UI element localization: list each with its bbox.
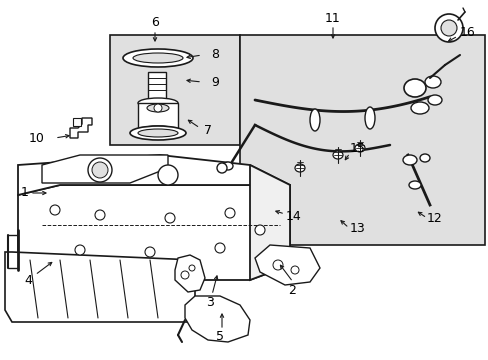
Text: 7: 7 (203, 123, 212, 136)
Ellipse shape (436, 19, 460, 37)
Ellipse shape (332, 151, 342, 159)
Bar (73, 118, 81, 126)
Polygon shape (70, 118, 92, 138)
Text: 12: 12 (426, 211, 442, 225)
Ellipse shape (364, 107, 374, 129)
Circle shape (158, 165, 178, 185)
Ellipse shape (133, 53, 183, 63)
Ellipse shape (403, 79, 425, 97)
Circle shape (95, 210, 105, 220)
Bar (148, 72, 165, 100)
Ellipse shape (410, 102, 428, 114)
Ellipse shape (402, 155, 416, 165)
Text: 13: 13 (349, 221, 365, 234)
Circle shape (50, 205, 60, 215)
Text: 3: 3 (205, 296, 214, 309)
Polygon shape (254, 245, 319, 285)
Circle shape (254, 225, 264, 235)
Circle shape (154, 104, 162, 112)
Ellipse shape (130, 126, 185, 140)
Circle shape (217, 163, 226, 173)
Bar (240, 35, 484, 245)
Polygon shape (175, 255, 204, 292)
Text: 6: 6 (151, 15, 159, 28)
Text: 11: 11 (325, 12, 340, 24)
Polygon shape (18, 185, 289, 280)
Ellipse shape (123, 49, 193, 67)
Ellipse shape (424, 76, 440, 88)
Circle shape (290, 266, 298, 274)
Ellipse shape (147, 104, 169, 112)
Ellipse shape (223, 162, 232, 170)
Circle shape (215, 243, 224, 253)
Text: 10: 10 (29, 131, 45, 144)
Polygon shape (42, 155, 168, 183)
Polygon shape (5, 252, 195, 322)
Polygon shape (249, 165, 289, 280)
Text: 1: 1 (21, 186, 29, 199)
Text: 2: 2 (287, 284, 295, 297)
Circle shape (164, 213, 175, 223)
Circle shape (440, 20, 456, 36)
Text: 14: 14 (285, 210, 301, 222)
Ellipse shape (419, 154, 429, 162)
Bar (138, 103, 178, 131)
Ellipse shape (138, 129, 178, 137)
Ellipse shape (294, 164, 305, 172)
Circle shape (434, 14, 462, 42)
Text: 15: 15 (349, 141, 365, 154)
Bar (110, 35, 240, 145)
Circle shape (181, 271, 189, 279)
Polygon shape (18, 155, 289, 195)
Text: 4: 4 (24, 274, 32, 287)
Circle shape (272, 260, 283, 270)
Circle shape (224, 208, 235, 218)
Ellipse shape (309, 109, 319, 131)
Text: 8: 8 (210, 49, 219, 62)
Circle shape (189, 265, 195, 271)
Ellipse shape (354, 144, 364, 152)
Ellipse shape (427, 95, 441, 105)
Polygon shape (184, 296, 249, 342)
Text: 9: 9 (211, 76, 219, 89)
Ellipse shape (138, 98, 178, 108)
Text: 16: 16 (459, 26, 475, 39)
Text: 5: 5 (216, 330, 224, 343)
Circle shape (145, 247, 155, 257)
Circle shape (75, 245, 85, 255)
Ellipse shape (408, 181, 420, 189)
Ellipse shape (138, 126, 178, 136)
Circle shape (92, 162, 108, 178)
Circle shape (88, 158, 112, 182)
